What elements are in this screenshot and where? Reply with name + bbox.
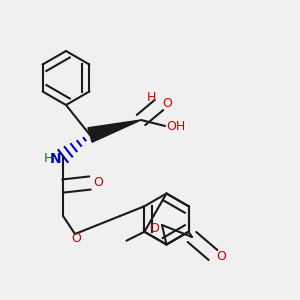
Text: N: N <box>50 152 61 166</box>
Text: O: O <box>162 97 172 110</box>
Polygon shape <box>88 120 141 142</box>
Text: O: O <box>216 250 226 263</box>
Text: O: O <box>149 221 159 235</box>
Text: O: O <box>72 232 81 245</box>
Text: H: H <box>43 152 53 166</box>
Text: O: O <box>93 176 103 190</box>
Text: OH: OH <box>167 119 186 133</box>
Text: H: H <box>147 91 156 104</box>
